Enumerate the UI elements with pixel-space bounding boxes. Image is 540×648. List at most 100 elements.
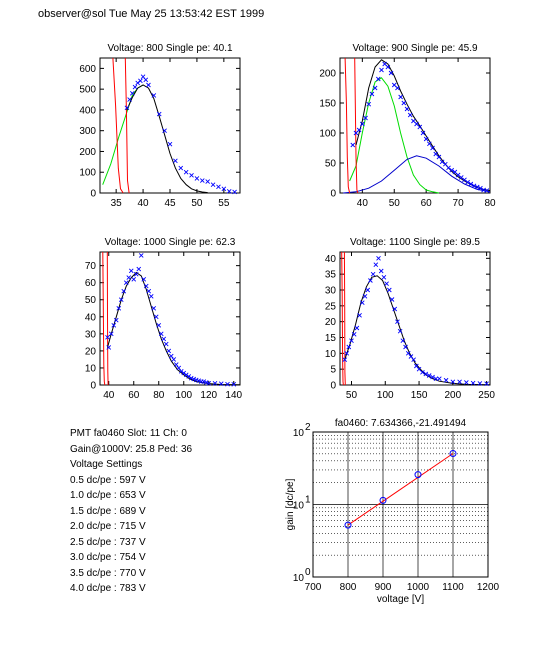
data-point [206,380,212,386]
y-tick-label: 40 [85,312,97,323]
data-point [176,365,182,371]
data-point [118,297,124,303]
voltage-setting: 3.0 dc/pe : 754 V [70,552,146,563]
data-point [189,173,194,178]
data-point [123,280,129,286]
y-tick-label: 40 [325,254,337,265]
data-point [366,101,372,107]
pedestal-peak-right [354,57,359,194]
data-point [464,380,469,385]
data-point [105,334,110,340]
y-tick-label: 10 [293,573,305,584]
y-tick-label: 500 [79,85,96,96]
x-tick-label: 40 [138,198,150,209]
data-point [354,325,360,331]
data-point [196,378,202,384]
data-point [443,377,449,383]
data-point [433,376,439,381]
data-point [426,373,432,378]
data-point [221,186,227,192]
pedestal-peak-right [124,57,130,194]
y-tick-label: 400 [79,105,96,116]
data-point [166,348,172,354]
data-point [111,323,117,328]
pmt-info-panel: PMT fa0460 Slot: 11 Ch: 0 Gain@1000V: 25… [70,426,192,597]
data-point [350,142,356,148]
data-point [141,276,147,282]
y-tick-label: 0 [90,189,96,200]
data-point [362,294,368,299]
voltage-setting: 2.5 dc/pe : 737 V [70,536,146,548]
chart-title: Voltage: 800 Single pe: 40.1 [107,43,233,54]
data-point [178,165,184,171]
data-point [148,294,154,299]
pedestal-peak-left [102,251,106,386]
page-header: observer@sol Tue May 25 13:53:42 EST 199… [38,8,265,20]
x-tick-label: 35 [111,198,123,209]
voltage-settings-title: Voltage Settings [70,459,143,470]
data-point [226,189,232,194]
data-point [373,262,379,267]
data-point [342,357,348,362]
data-point [436,154,442,160]
data-point [359,300,365,305]
x-tick-label: 80 [153,390,165,401]
y-tick-exponent: 0 [305,567,311,578]
data-point [143,283,149,289]
y-tick-label: 100 [319,129,336,140]
x-tick-label: 120 [200,390,217,401]
histogram-800v: Voltage: 800 Single pe: 40.1 35 40 45 50 55 0 1… [79,43,241,209]
x-tick-label: 250 [478,390,495,401]
y-tick-label: 200 [319,69,336,80]
data-point [360,121,365,127]
x-tick-label: 40 [103,390,115,401]
data-point [346,344,352,350]
y-tick-label: 25 [325,301,337,312]
pmt-line: PMT fa0460 Slot: 11 Ch: 0 [70,428,187,439]
data-point [199,178,205,183]
data-point [420,370,425,375]
histogram-1100v: Voltage: 1100 Single pe: 89.550 100 150 200… [325,237,496,401]
data-point [387,287,392,293]
pedestal-peak-left [341,251,344,386]
y-tick-label: 10 [293,501,305,512]
data-point [378,268,384,274]
y-tick-label: 50 [85,295,97,306]
data-point [351,332,357,337]
x-tick-label: 45 [164,198,176,209]
gain-point [379,496,387,504]
data-point [225,381,230,387]
x-tick-label: 900 [375,582,392,593]
x-tick-label: 50 [191,198,203,209]
y-tick-label: 30 [325,286,337,297]
data-point [385,64,391,70]
data-point [400,338,406,343]
data-point [124,105,130,111]
y-tick-label: 10 [85,363,97,374]
y-tick-label: 600 [79,64,96,75]
data-point [449,167,455,173]
data-point [138,78,143,84]
data-point [127,97,132,102]
data-point [113,317,119,323]
y-tick-label: 200 [79,147,96,158]
gain-point [414,471,422,479]
data-point [379,67,384,73]
data-point [468,181,474,187]
data-point [423,371,429,377]
data-point [151,93,157,98]
data-point [484,188,490,193]
data-point [439,159,445,165]
x-tick-label: 55 [218,198,230,209]
data-point [477,381,483,386]
data-point [171,357,177,362]
data-point [401,100,407,106]
chart-title: Voltage: 1100 Single pe: 89.5 [350,237,480,248]
data-point [232,189,237,195]
y-axis-label: gain [dc/pe] [285,478,296,530]
y-tick-label: 35 [325,270,337,281]
data-point [178,369,184,374]
data-point [129,90,135,96]
x-axis-label: voltage [V] [377,594,424,605]
data-point [398,94,403,100]
